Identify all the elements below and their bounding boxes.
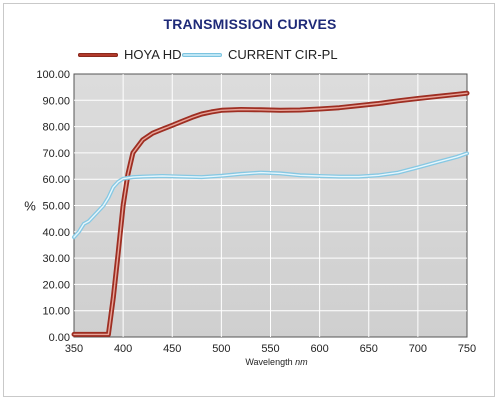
y-axis-label: % xyxy=(24,199,36,214)
x-axis-label: Wavelength nm xyxy=(245,357,308,367)
y-tick-label-40.00: 40.00 xyxy=(42,227,70,239)
x-tick-label-750: 750 xyxy=(458,343,476,355)
x-tick-label-400: 400 xyxy=(114,343,132,355)
legend-swatch-hoya-hd xyxy=(78,53,118,57)
y-tick-label-60.00: 60.00 xyxy=(42,174,70,186)
series-line-highlight-current-cir-pl xyxy=(73,152,468,238)
y-tick-label-100.00: 100.00 xyxy=(36,69,70,81)
y-tick-label-10.00: 10.00 xyxy=(42,306,70,318)
x-tick-label-550: 550 xyxy=(261,343,279,355)
x-tick-label-650: 650 xyxy=(360,343,378,355)
x-tick-label-350: 350 xyxy=(65,343,83,355)
y-tick-label-80.00: 80.00 xyxy=(42,122,70,134)
legend-label-current-cir-pl: CURRENT CIR-PL xyxy=(228,47,338,62)
y-tick-label-20.00: 20.00 xyxy=(42,279,70,291)
y-tick-label-70.00: 70.00 xyxy=(42,148,70,160)
series-line-highlight-hoya-hd xyxy=(73,92,468,336)
chart-title: TRANSMISSION CURVES xyxy=(163,16,337,32)
legend-swatch-current-cir-pl xyxy=(182,53,222,57)
y-tick-label-0.00: 0.00 xyxy=(49,332,70,344)
x-tick-label-600: 600 xyxy=(310,343,328,355)
y-tick-label-90.00: 90.00 xyxy=(42,95,70,107)
x-tick-label-450: 450 xyxy=(163,343,181,355)
legend-label-hoya-hd: HOYA HD xyxy=(124,47,182,62)
x-tick-label-500: 500 xyxy=(212,343,230,355)
x-tick-label-700: 700 xyxy=(409,343,427,355)
y-tick-label-50.00: 50.00 xyxy=(42,201,70,213)
y-tick-label-30.00: 30.00 xyxy=(42,253,70,265)
